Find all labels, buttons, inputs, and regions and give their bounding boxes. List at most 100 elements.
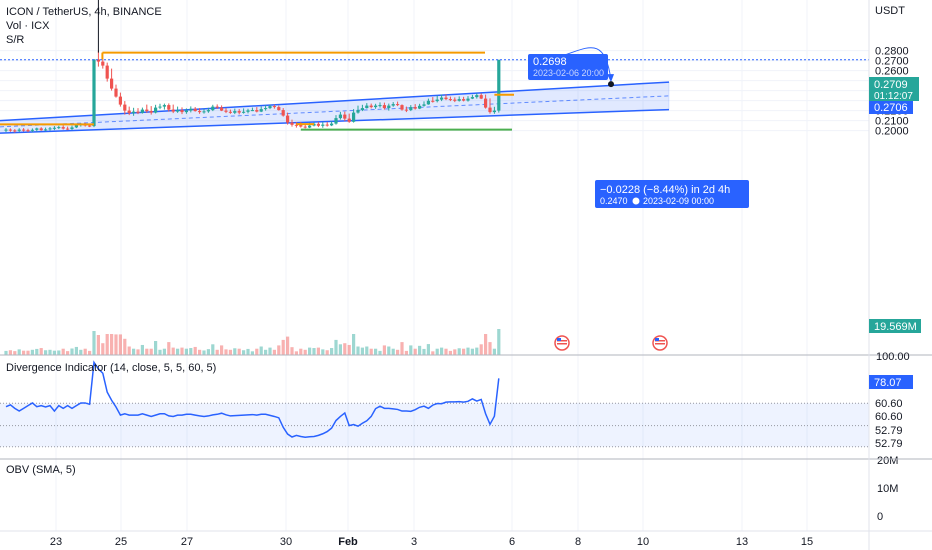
volume-bar [453,349,457,355]
obv-pane[interactable]: 20M 10M 0 [877,455,898,523]
volume-bar [281,339,285,355]
volume-bar [347,344,351,355]
volume-bar [382,345,386,355]
candle-body [48,128,52,130]
time-tick-label: 10 [637,536,649,548]
candle-body [220,107,224,111]
volume-bar [17,349,21,355]
volume-bar [123,338,127,355]
candle-body [228,111,232,113]
candle-body [316,123,320,126]
candlestick-series [4,0,501,133]
divergence-title[interactable]: Divergence Indicator (14, close, 5, 5, 6… [6,362,217,374]
candle-body [44,129,48,131]
candle-body [413,107,417,109]
volume-bar [316,347,320,355]
sr-legend[interactable]: S/R [6,34,25,46]
candle-body [391,104,395,106]
volume-bar [374,348,378,355]
volume-bar [242,350,246,355]
volume-legend[interactable]: Vol · ICX [6,20,50,32]
volume-bar [184,348,188,355]
candle-body [140,109,144,113]
channel-upper-line [0,81,670,122]
obv-title[interactable]: OBV (SMA, 5) [6,464,76,476]
volume-bar [418,345,422,355]
volume-axis-cut-label: 100.00 [876,351,910,363]
volume-bar [96,335,100,355]
candle-body [92,59,96,127]
candle-body [255,110,259,112]
volume-bar [92,331,96,355]
volume-bar [338,344,342,355]
candle-body [387,105,391,109]
candle-body [479,95,483,99]
divergence-level-label: 52.79 [875,425,903,437]
volume-bar [61,348,65,355]
volume-bar [48,349,52,355]
candle-body [176,110,180,112]
volume-bar [272,349,276,355]
candle-body [277,107,281,111]
volume-bar [479,344,483,355]
price-projection[interactable]: 0.2698 2023-02-06 20:00 −0.0228 (−8.44%)… [528,47,749,208]
economic-events[interactable] [554,335,668,351]
candle-body [237,111,241,113]
candle-body [180,110,184,113]
volume-bar [462,348,466,355]
time-tick-label: 13 [736,536,748,548]
candle-body [250,110,254,112]
volume-bar [448,350,452,355]
candle-body [356,110,360,113]
candle-body [396,104,400,106]
peak-callout: 0.2698 2023-02-06 20:00 [528,54,608,80]
us-flag-icon[interactable] [652,335,668,351]
volume-bar [167,342,171,355]
price-line-badge: 0.2706 [869,101,913,114]
candle-body [158,106,162,108]
candle-body [308,125,312,128]
volume-bar [488,342,492,355]
candle-body [57,127,61,129]
volume-bar [171,347,175,355]
symbol-title[interactable]: ICON / TetherUS, 4h, BINANCE [6,6,162,18]
volume-bar [356,346,360,355]
divergence-level-label: 60.60 [875,398,903,410]
volume-bar [308,347,312,355]
candle-body [431,100,435,102]
volume-bar [484,334,488,355]
candle-body [189,108,193,111]
volume-bar [88,350,92,355]
volume-bar [44,350,48,355]
parallel-channel[interactable] [0,81,670,134]
candle-body [13,130,17,132]
candle-body [246,110,250,112]
volume-bar [220,345,224,355]
candle-body [96,59,100,62]
candle-body [338,114,342,119]
candle-body [70,127,74,129]
volume-bar [321,349,325,355]
divergence-line [5,360,500,439]
candle-body [448,99,452,101]
volume-bar [330,348,334,355]
candle-body [378,105,382,107]
candle-body [193,108,197,112]
time-tick-label: 6 [509,536,515,548]
volume-bar [237,348,241,355]
time-tick-label: 3 [411,536,417,548]
time-axis[interactable]: 23 25 27 30 Feb 3 6 8 10 13 15 [50,536,813,548]
volume-bar [224,349,228,355]
candle-body [492,110,496,113]
candle-body [145,109,149,112]
candle-body [470,97,474,99]
candle-body [162,105,166,107]
obv-tick-label: 0 [877,511,883,523]
candle-body [325,124,329,126]
time-tick-label: 23 [50,536,62,548]
volume-bar [250,351,254,355]
us-flag-icon[interactable] [554,335,570,351]
volume-bar [74,346,78,355]
